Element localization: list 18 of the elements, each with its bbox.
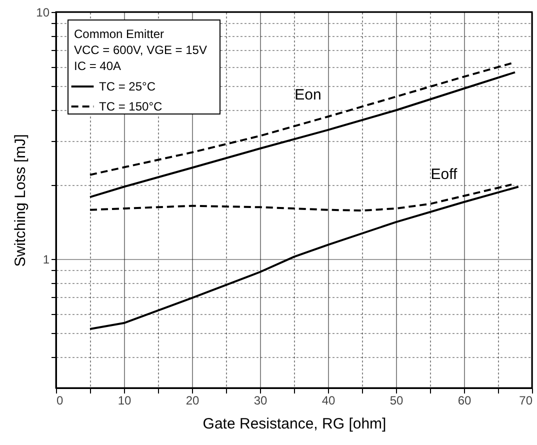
annotation: Eoff (430, 166, 458, 183)
x-tick-label: 40 (322, 394, 336, 408)
x-tick-label: 20 (186, 394, 200, 408)
annotation: Common Emitter (74, 27, 164, 41)
x-tick-label: 60 (458, 394, 472, 408)
annotation: Eon (294, 86, 322, 104)
y-tick-label: 1 (42, 252, 50, 266)
x-axis-title: Gate Resistance, RG [ohm] (202, 416, 386, 432)
annotation: IC = 40A (74, 59, 122, 73)
y-axis-title: Switching Loss [mJ] (12, 134, 30, 267)
x-tick-label: 50 (390, 394, 404, 408)
x-tick-label: 30 (254, 394, 268, 408)
annotation: VCC = 600V, VGE = 15V (74, 43, 207, 57)
x-tick-label: 0 (56, 394, 64, 408)
legend-label: TC = 150°C (99, 100, 162, 114)
x-tick-label: 10 (118, 394, 132, 408)
x-tick-label: 70 (519, 394, 533, 408)
legend-label: TC = 25°C (99, 80, 156, 94)
